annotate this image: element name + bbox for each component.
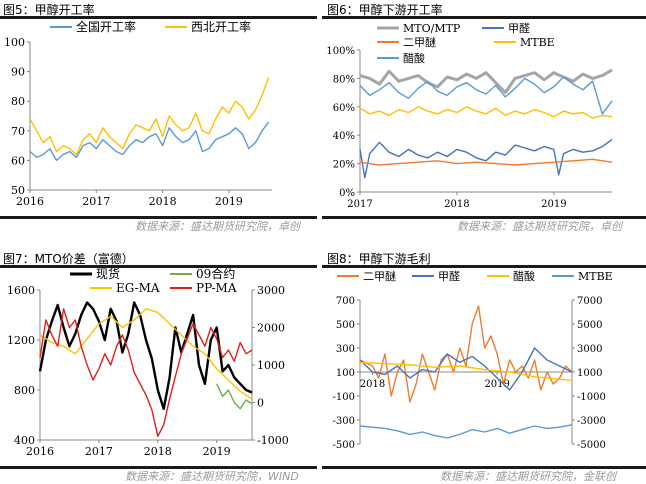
data-source: 数据来源：盛达期货研究院，WIND bbox=[125, 470, 299, 483]
y-tick-label: 1600 bbox=[7, 284, 35, 297]
title-rule bbox=[322, 16, 646, 19]
x-tick-label: 2019 bbox=[541, 199, 566, 210]
y-tick-label: 500 bbox=[336, 320, 355, 331]
y-tick-label: 100 bbox=[336, 368, 355, 379]
legend-label: 醋酸 bbox=[403, 51, 425, 65]
x-tick-label: 2019 bbox=[484, 379, 509, 390]
x-tick-label: 2016 bbox=[26, 445, 54, 458]
x-tick-label: 2018 bbox=[444, 199, 469, 210]
y2-tick-label: -1000 bbox=[257, 434, 289, 447]
y2-tick-label: -3000 bbox=[577, 416, 606, 427]
legend-label: MTBE bbox=[578, 270, 613, 283]
y2-tick-label: 7000 bbox=[577, 296, 602, 307]
legend-label: 现货 bbox=[96, 268, 120, 281]
series-line-2 bbox=[359, 361, 573, 382]
series-line-1 bbox=[359, 347, 573, 391]
legend-label: EG-MA bbox=[116, 281, 160, 295]
y-tick-label: 0% bbox=[339, 188, 355, 199]
y2-tick-label: 1000 bbox=[257, 359, 285, 372]
title-rule bbox=[0, 265, 317, 268]
y-tick-label: 100 bbox=[4, 36, 25, 49]
legend-label: 醋酸 bbox=[513, 269, 535, 283]
y-tick-label: 60% bbox=[333, 103, 355, 114]
y2-tick-label: -1000 bbox=[577, 392, 606, 403]
y-tick-label: 80 bbox=[11, 95, 25, 108]
y2-tick-label: 1000 bbox=[577, 368, 602, 379]
series-line-1 bbox=[216, 383, 253, 410]
series-line-1 bbox=[359, 138, 613, 179]
series-line-0 bbox=[29, 121, 270, 162]
x-tick-label: 2019 bbox=[203, 445, 231, 458]
legend-label: MTO/MTP bbox=[403, 22, 461, 35]
x-tick-label: 2017 bbox=[82, 195, 110, 208]
y2-tick-label: -5000 bbox=[577, 440, 606, 451]
series-line-0 bbox=[359, 68, 613, 95]
chart-svg-1: 50 60 70 80 90 100 2016 2017 2018 2019 全国开工率 西北开工率 bbox=[4, 20, 272, 208]
chart-title: 图5：甲醇开工率 bbox=[3, 3, 95, 17]
series-line-0 bbox=[38, 301, 253, 411]
y2-tick-label: 3000 bbox=[577, 344, 602, 355]
y-tick-label: 100% bbox=[326, 46, 355, 57]
chart-title: 图6：甲醇下游开工率 bbox=[327, 3, 443, 17]
y-tick-label: 1200 bbox=[7, 334, 35, 347]
series-line-2 bbox=[359, 158, 613, 166]
series-line-0 bbox=[359, 305, 573, 403]
y-tick-label: 800 bbox=[14, 384, 35, 397]
y2-tick-label: 2000 bbox=[257, 322, 285, 335]
y-tick-label: 70 bbox=[11, 125, 25, 138]
legend-label: 二甲醚 bbox=[403, 35, 436, 49]
legend-label: 甲醛 bbox=[508, 21, 530, 35]
y2-tick-label: 5000 bbox=[577, 320, 602, 331]
bottom-rule bbox=[0, 216, 317, 219]
y-tick-label: 700 bbox=[336, 296, 355, 307]
series-line-3 bbox=[359, 106, 613, 119]
title-rule bbox=[0, 16, 317, 19]
y-tick-label: -300 bbox=[333, 416, 355, 427]
series-line-3 bbox=[39, 308, 253, 438]
chart-svg-2: 0% 20% 40% 60% 80% 100% 2017 2018 2019 MTO/MTP 甲醛二… bbox=[326, 21, 613, 210]
x-tick-label: 2018 bbox=[149, 195, 177, 208]
title-rule bbox=[322, 265, 646, 268]
y-tick-label: 400 bbox=[14, 434, 35, 447]
chart-svg-4: -500 -300 -100 100 300 500 700 -5000 -3000 -1000 1… bbox=[333, 269, 613, 451]
y2-tick-label: 3000 bbox=[257, 284, 285, 297]
series-line-4 bbox=[359, 76, 613, 115]
y-tick-label: 40% bbox=[333, 131, 355, 142]
legend-label: 全国开工率 bbox=[76, 20, 136, 34]
x-tick-label: 2017 bbox=[85, 445, 113, 458]
bottom-rule bbox=[322, 466, 646, 469]
chart-title: 图7：MTO价差（富德） bbox=[3, 252, 134, 266]
y2-tick-label: 0 bbox=[257, 397, 264, 410]
y-tick-label: 80% bbox=[333, 74, 355, 85]
series-line-3 bbox=[359, 424, 573, 439]
y-tick-label: 300 bbox=[336, 344, 355, 355]
bottom-rule bbox=[0, 466, 317, 469]
legend-label: 二甲醚 bbox=[363, 269, 396, 283]
chart-svg-3: 400 800 1200 1600 -1000 0 1000 2000 3000 2016 2017… bbox=[7, 268, 289, 458]
legend-label: PP-MA bbox=[196, 281, 237, 295]
y-tick-label: -500 bbox=[333, 440, 355, 451]
y-tick-label: 60 bbox=[11, 154, 25, 167]
y-tick-label: -100 bbox=[333, 392, 355, 403]
data-source: 数据来源：盛达期货研究院，卓创 bbox=[457, 220, 622, 233]
bottom-rule bbox=[322, 216, 646, 219]
legend-label: 西北开工率 bbox=[191, 20, 251, 34]
legend-label: MTBE bbox=[520, 36, 555, 49]
x-tick-label: 2019 bbox=[215, 195, 243, 208]
y-tick-label: 50 bbox=[11, 184, 25, 197]
series-line-2 bbox=[39, 308, 253, 400]
data-source: 数据来源：盛达期货研究院，卓创 bbox=[135, 220, 300, 233]
legend-label: 甲醛 bbox=[438, 269, 460, 283]
x-tick-label: 2016 bbox=[16, 195, 44, 208]
x-tick-label: 2018 bbox=[144, 445, 172, 458]
y-tick-label: 20% bbox=[333, 160, 355, 171]
x-tick-label: 2018 bbox=[360, 379, 385, 390]
chart-title: 图8：甲醇下游毛利 bbox=[327, 252, 431, 266]
series-line-1 bbox=[29, 77, 270, 156]
legend-label: 09合约 bbox=[196, 268, 235, 281]
y-tick-label: 90 bbox=[11, 66, 25, 79]
data-source: 数据来源：盛达期货研究院，金联创 bbox=[440, 470, 616, 483]
x-tick-label: 2017 bbox=[347, 199, 372, 210]
